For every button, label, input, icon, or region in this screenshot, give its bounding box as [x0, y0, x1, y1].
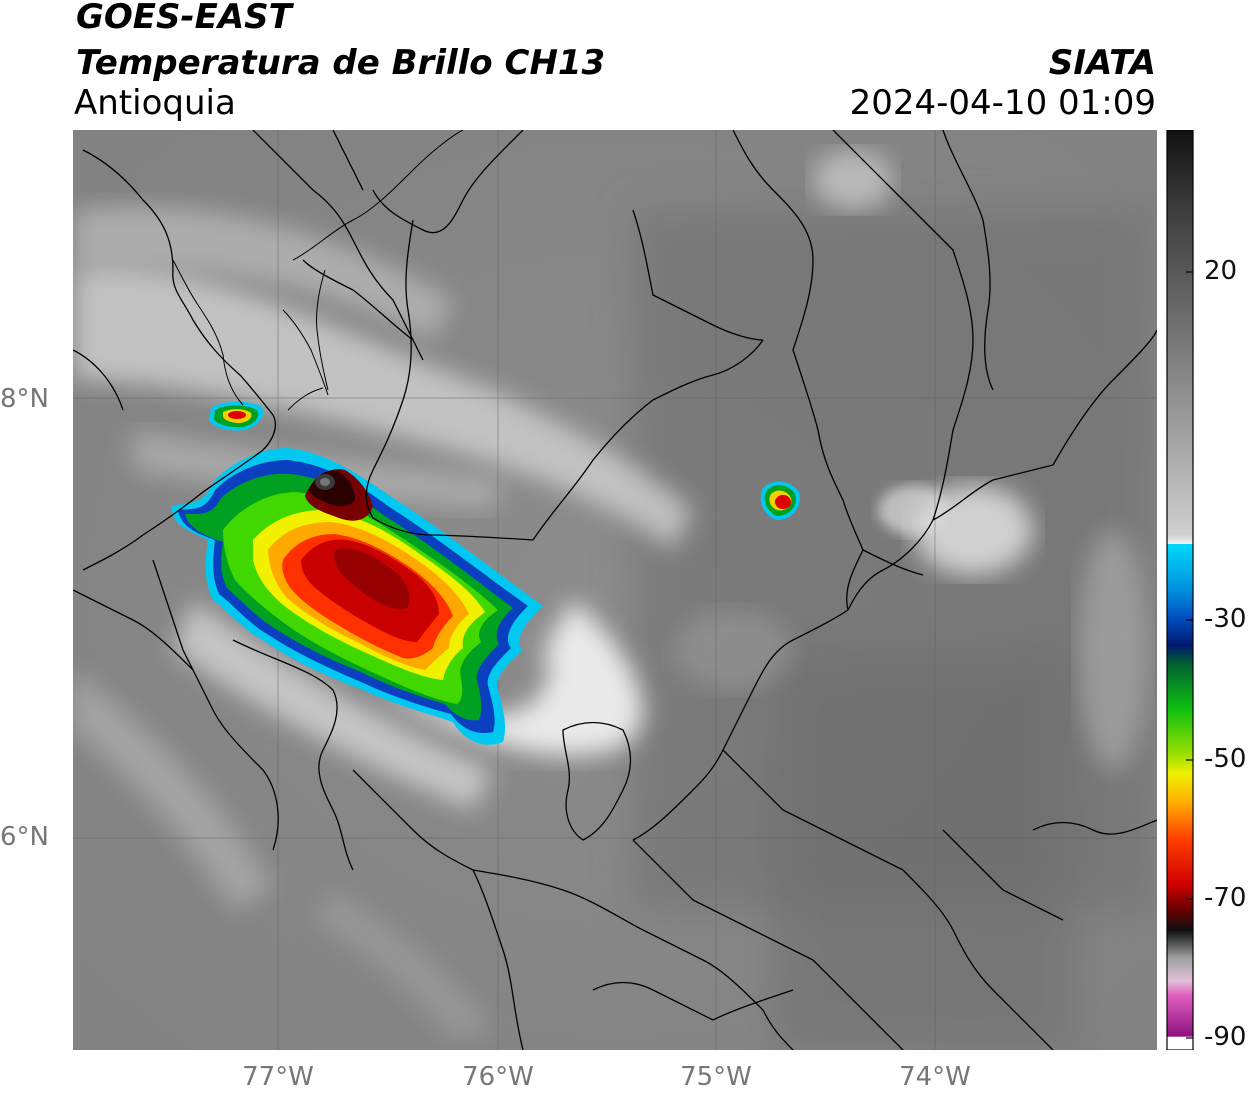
satellite-title: GOES-EAST	[76, 0, 292, 37]
colorbar-tick-minus50: -50	[1204, 744, 1247, 774]
region-label: Antioquia	[74, 83, 236, 123]
datetime-label: 2024-04-10 01:09	[849, 83, 1156, 123]
main-convective-cell	[171, 448, 543, 745]
latitude-label-6n: 6°N	[0, 822, 49, 852]
colorbar-tick-minus90: -90	[1204, 1022, 1247, 1052]
latitude-label-8n: 8°N	[0, 384, 49, 414]
organization-label: SIATA	[1048, 43, 1156, 83]
colorbar	[1166, 130, 1194, 1050]
product-title: Temperatura de Brillo CH13	[76, 43, 606, 83]
satellite-map	[73, 130, 1157, 1050]
longitude-label-74w: 74°W	[899, 1062, 971, 1092]
east-small-cell	[760, 481, 800, 520]
colorbar-tick-minus70: -70	[1204, 883, 1247, 913]
colorbar-tick-minus30: -30	[1204, 604, 1247, 634]
north-small-cell	[209, 401, 264, 431]
coastline	[172, 130, 464, 411]
political-borders	[73, 130, 1157, 1050]
longitude-label-76w: 76°W	[462, 1062, 534, 1092]
longitude-label-75w: 75°W	[680, 1062, 752, 1092]
colorbar-tick-20: 20	[1204, 256, 1238, 286]
longitude-label-77w: 77°W	[242, 1062, 314, 1092]
